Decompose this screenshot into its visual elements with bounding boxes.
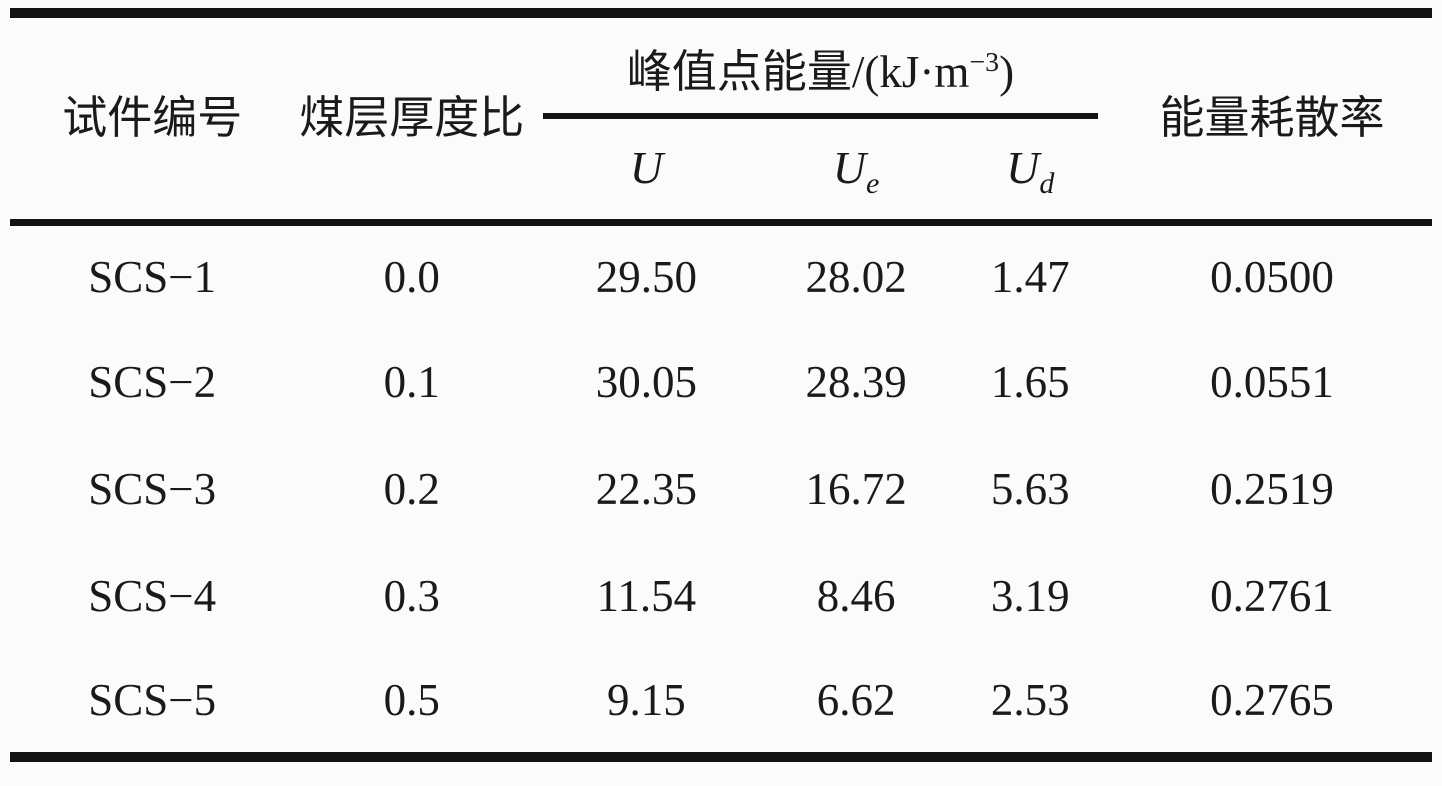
u-symbol: U	[629, 142, 663, 194]
col-header-thickness-ratio: 煤层厚度比	[299, 92, 525, 143]
table-row: SCS−3 0.2 22.35 16.72 5.63 0.2519	[10, 436, 1432, 543]
cell-ud: 1.65	[990, 356, 1070, 407]
table-row: SCS−1 0.0 29.50 28.02 1.47 0.0500	[10, 218, 1432, 329]
table-row: SCS−5 0.5 9.15 6.62 2.53 0.2765	[10, 650, 1432, 757]
col-header-dissipation-rate: 能量耗散率	[1159, 92, 1385, 143]
cell-ud: 1.47	[948, 218, 1113, 329]
cell-ue: 28.02	[763, 218, 949, 329]
cell-ue: 28.39	[805, 356, 907, 407]
cell-ratio: 0.2	[383, 463, 440, 514]
cell-rate: 0.2761	[1210, 570, 1334, 621]
energy-table: 试件编号 煤层厚度比 峰值点能量/(kJ·m−3) 能量耗散率 U Ue Ud …	[10, 8, 1432, 762]
cell-ud: 2.53	[990, 675, 1070, 726]
cell-u: 11.54	[596, 570, 697, 621]
cell-ud: 5.63	[990, 463, 1070, 514]
cell-u: 29.50	[529, 218, 764, 329]
cell-specimen: SCS−3	[88, 463, 217, 514]
peak-energy-title-prefix: 峰值点能量/(kJ·m	[626, 46, 970, 97]
cell-ud: 3.19	[990, 570, 1070, 621]
cell-ue: 6.62	[816, 675, 896, 726]
cell-u: 9.15	[606, 675, 686, 726]
cell-ratio: 0.1	[383, 356, 440, 407]
cell-rate: 0.2519	[1210, 463, 1334, 514]
cell-u: 30.05	[595, 356, 697, 407]
ue-symbol: U	[832, 142, 867, 194]
table-body: SCS−1 0.0 29.50 28.02 1.47 0.0500 SCS−2 …	[10, 218, 1432, 757]
cell-rate: 0.0500	[1112, 218, 1432, 329]
table-header: 试件编号 煤层厚度比 峰值点能量/(kJ·m−3) 能量耗散率 U Ue Ud	[10, 13, 1432, 222]
col-header-ud: Ud	[949, 119, 1113, 222]
cell-specimen: SCS−1	[10, 218, 295, 329]
cell-ue: 16.72	[805, 463, 907, 514]
col-header-specimen: 试件编号	[62, 92, 243, 143]
cell-specimen: SCS−5	[88, 675, 217, 726]
cell-ratio: 0.3	[383, 570, 440, 621]
col-header-ue: Ue	[764, 119, 949, 222]
col-header-peak-energy-group: 峰值点能量/(kJ·m−3)	[529, 13, 1112, 119]
cell-u: 22.35	[595, 463, 697, 514]
cell-specimen: SCS−4	[88, 570, 217, 621]
ue-subscript: e	[866, 167, 880, 201]
header-row-2: U Ue Ud	[10, 119, 1432, 222]
cell-ue: 8.46	[816, 570, 896, 621]
ud-symbol: U	[1006, 142, 1040, 194]
cell-rate: 0.0551	[1210, 356, 1334, 407]
peak-energy-title-suffix: )	[999, 46, 1015, 97]
cell-specimen: SCS−2	[88, 356, 217, 407]
table-row: SCS−2 0.1 30.05 28.39 1.65 0.0551	[10, 329, 1432, 436]
peak-energy-group-title: 峰值点能量/(kJ·m−3)	[529, 46, 1112, 98]
header-row-1: 试件编号 煤层厚度比 峰值点能量/(kJ·m−3) 能量耗散率	[10, 13, 1432, 143]
group-header-rule	[543, 113, 1099, 119]
col-header-u: U	[529, 119, 764, 222]
cell-ratio: 0.5	[383, 675, 440, 726]
peak-energy-title-exponent: −3	[969, 46, 1000, 78]
cell-ratio: 0.0	[294, 218, 530, 329]
ud-subscript: d	[1039, 167, 1055, 201]
cell-rate: 0.2765	[1210, 675, 1334, 726]
table-row: SCS−4 0.3 11.54 8.46 3.19 0.2761	[10, 543, 1432, 650]
